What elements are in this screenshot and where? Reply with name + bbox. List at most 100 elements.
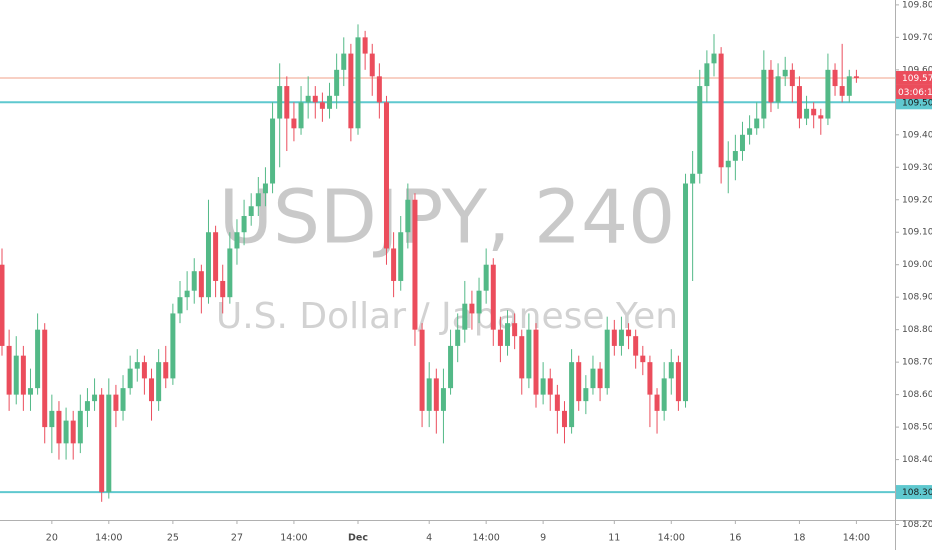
candle-body [554,394,560,411]
candle-body [84,401,90,411]
candle-body [405,199,411,233]
candle-body [469,303,475,314]
candle-body [241,215,247,233]
candle-body [134,362,140,369]
candle-body [220,280,226,298]
candle-body [725,160,731,168]
line-price-label: 108.300 [902,488,932,498]
x-tick-label: Dec [348,533,368,544]
y-tick-label: 109.600 [902,65,932,75]
candle-body [704,63,710,87]
candle-body [747,128,753,135]
x-tick-label: 9 [540,533,546,544]
y-tick-label: 108.800 [902,325,932,335]
candle-body [198,271,204,298]
candle-body [583,388,589,402]
candle-body [597,368,603,389]
countdown-box [896,84,932,99]
candle-body [618,329,624,346]
candle-body [305,95,311,103]
candle-body [277,86,283,119]
candle-body [668,362,674,379]
candle-body [640,355,646,363]
candle-body [348,53,354,129]
candle-body [376,76,382,103]
candle-body [13,355,19,395]
candle-body [248,206,254,216]
candle-body [56,410,62,444]
candle-body [77,410,83,444]
candle-body [391,248,397,281]
candle-body [234,232,240,249]
line-price-box [896,485,932,500]
x-tick-label: 14:00 [280,533,307,544]
candle-body [412,199,418,330]
candle-body [149,378,155,402]
candle-body [561,410,567,428]
candle-body [768,69,774,103]
candle-body [156,362,162,402]
y-tick-label: 108.400 [902,455,932,465]
candle-body [0,264,5,346]
candle-body [789,69,795,87]
y-tick-label: 108.500 [902,423,932,433]
candle-body [99,394,105,493]
candle-body [42,329,48,428]
candle-body [675,362,681,402]
x-tick-label: 14:00 [843,533,870,544]
candle-body [839,86,845,96]
candle-body [683,183,689,402]
candle-body [647,362,653,395]
x-tick-label: 4 [426,533,432,544]
candle-body [611,329,617,346]
last-price-label: 109.575 [902,74,932,84]
candle-body [291,118,297,129]
candle-body [398,232,404,281]
candle-body [761,69,767,119]
candle-body [455,329,461,346]
candle-body [547,378,553,395]
candle-body [633,336,639,356]
candle-body [711,53,717,64]
candle-body [732,151,738,161]
candle-body [569,362,575,428]
countdown-label: 03:06:16 [898,88,932,98]
candle-body [177,297,183,314]
candle-body [690,173,696,184]
last-price-box [896,70,932,85]
candle-body [825,69,831,119]
candle-body [312,95,318,103]
candle-body [369,53,375,77]
candle-body [604,329,610,389]
y-tick-label: 108.200 [902,520,932,530]
candle-body [383,102,389,249]
candle-body [462,303,468,330]
y-tick-label: 109.300 [902,163,932,173]
candle-body [483,264,489,291]
candle-body [505,323,511,346]
candle-body [184,290,190,298]
x-tick-label: 20 [46,533,58,544]
candle-body [205,232,211,298]
x-tick-label: 25 [167,533,179,544]
y-tick-label: 109.200 [902,195,932,205]
candle-body [697,86,703,174]
candle-body [811,108,817,116]
candle-body [270,118,276,184]
candle-body [334,69,340,96]
candle-body [298,102,304,129]
candle-body [327,95,333,109]
candle-body [775,76,781,103]
y-tick-label: 108.600 [902,390,932,400]
y-tick-label: 108.700 [902,358,932,368]
candle-body [284,86,290,119]
candle-body [526,329,532,379]
x-tick-label: 16 [729,533,741,544]
candle-body [341,53,347,70]
candle-body [754,118,760,129]
candle-body [426,378,432,411]
y-tick-label: 108.900 [902,293,932,303]
candle-body [6,345,12,395]
y-tick-label: 109.400 [902,130,932,140]
